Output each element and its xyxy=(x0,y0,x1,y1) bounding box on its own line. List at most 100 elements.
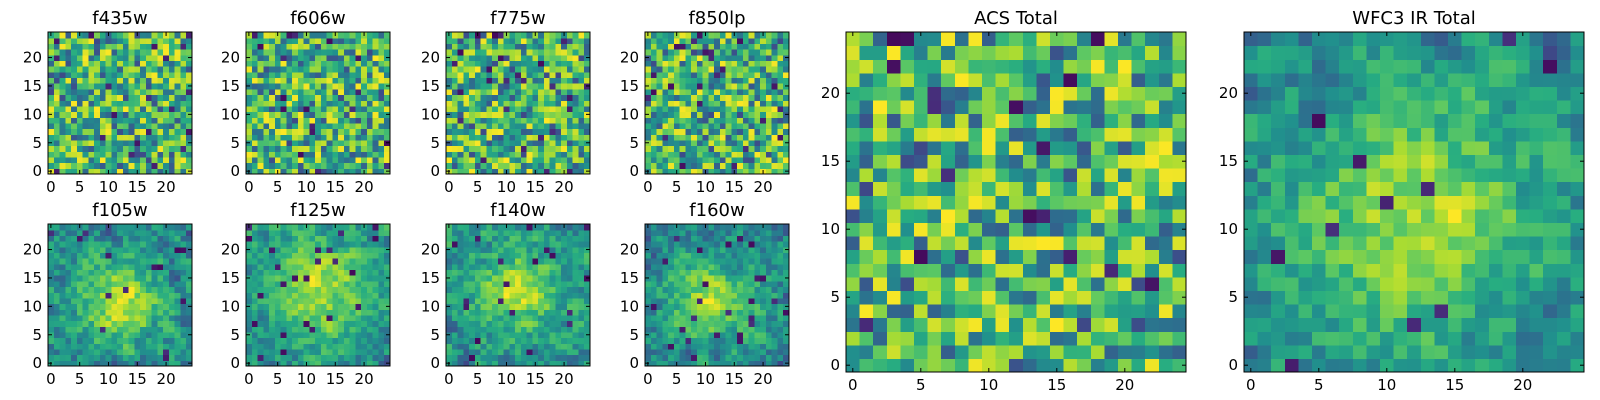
heatmap-cell xyxy=(668,37,675,44)
heatmap-cell xyxy=(555,151,562,158)
heatmap-cell xyxy=(503,252,510,259)
heatmap-cell xyxy=(474,122,482,130)
heatmap-cell xyxy=(572,326,580,333)
heatmap-cell xyxy=(246,134,253,141)
heatmap-cell xyxy=(679,88,686,96)
heatmap-cell xyxy=(584,77,591,84)
heatmap-cell xyxy=(99,258,107,265)
heatmap-cell xyxy=(269,280,276,288)
heatmap-cell xyxy=(332,83,339,90)
heatmap-cell xyxy=(509,252,516,259)
heatmap-cell xyxy=(685,331,692,339)
heatmap-cell xyxy=(111,43,118,50)
heatmap-cell xyxy=(566,66,574,73)
heatmap-cell xyxy=(174,100,182,107)
heatmap-cell xyxy=(303,246,310,253)
heatmap-cell xyxy=(157,297,164,305)
heatmap-cell xyxy=(555,100,562,107)
heatmap-cell xyxy=(303,151,310,158)
heatmap-cell xyxy=(366,156,374,164)
heatmap-cell xyxy=(725,71,732,79)
heatmap-cell xyxy=(497,331,505,339)
heatmap-cell xyxy=(145,280,153,288)
heatmap-cell xyxy=(280,229,287,236)
heatmap-cell xyxy=(180,292,187,299)
heatmap-cell xyxy=(134,151,141,158)
heatmap-cell xyxy=(76,60,84,67)
heatmap-cell xyxy=(257,235,264,242)
heatmap-cell xyxy=(174,151,182,158)
heatmap-cell xyxy=(742,88,750,96)
heatmap-cell xyxy=(497,100,505,107)
y-tick-label: 0 xyxy=(230,162,240,180)
heatmap-cell xyxy=(549,43,557,50)
heatmap-cell xyxy=(246,297,253,305)
heatmap-cell xyxy=(82,66,89,73)
heatmap-cell xyxy=(719,49,727,56)
heatmap-cell xyxy=(469,348,476,356)
heatmap-cell xyxy=(246,100,253,107)
heatmap-cell xyxy=(59,60,66,67)
heatmap-cell xyxy=(71,54,78,61)
heatmap-cell xyxy=(457,258,464,265)
heatmap-cell xyxy=(372,88,380,96)
heatmap-cell xyxy=(526,337,533,344)
heatmap-cell xyxy=(88,292,95,299)
heatmap-cell xyxy=(168,145,176,152)
heatmap-cell xyxy=(572,105,580,113)
heatmap-cell xyxy=(117,100,124,107)
heatmap-cell xyxy=(469,275,476,282)
heatmap-cell xyxy=(168,83,176,90)
heatmap-cell xyxy=(509,309,516,316)
heatmap-cell xyxy=(555,360,562,367)
heatmap-cell xyxy=(297,303,305,310)
heatmap-cell xyxy=(76,229,84,236)
heatmap-cell xyxy=(122,54,130,61)
heatmap-cell xyxy=(315,246,322,253)
heatmap-cell xyxy=(338,162,345,169)
heatmap-cell xyxy=(662,105,669,113)
heatmap-cell xyxy=(480,54,487,61)
heatmap-cell xyxy=(384,269,391,276)
heatmap-cell xyxy=(509,297,516,305)
heatmap-cell xyxy=(474,83,482,90)
heatmap-cell xyxy=(263,348,270,356)
heatmap-cell xyxy=(111,71,118,79)
heatmap-cell xyxy=(526,37,533,44)
heatmap-cell xyxy=(145,320,153,327)
heatmap-cell xyxy=(457,111,464,118)
heatmap-cell xyxy=(584,229,591,236)
heatmap-cell xyxy=(151,292,159,299)
heatmap-cell xyxy=(451,117,459,124)
heatmap-cell xyxy=(122,280,130,288)
heatmap-cell xyxy=(457,77,464,84)
heatmap-cell xyxy=(656,37,663,44)
heatmap-cell xyxy=(526,229,533,236)
heatmap-cell xyxy=(737,122,744,130)
heatmap-cell xyxy=(668,49,675,56)
heatmap-cell xyxy=(584,252,591,259)
heatmap-cell xyxy=(251,326,259,333)
heatmap-cell xyxy=(269,235,276,242)
heatmap-cell xyxy=(168,134,176,141)
heatmap-cell xyxy=(748,168,756,175)
heatmap-cell xyxy=(111,117,118,124)
heatmap-cell xyxy=(151,309,159,316)
heatmap-cell xyxy=(168,309,176,316)
heatmap-cell xyxy=(332,134,339,141)
heatmap-cell xyxy=(549,337,557,344)
heatmap-cell xyxy=(326,360,333,367)
heatmap-cell xyxy=(708,145,715,152)
heatmap-cell xyxy=(685,326,692,333)
heatmap-cell xyxy=(555,303,562,310)
heatmap-cell xyxy=(526,66,533,73)
heatmap-cell xyxy=(355,122,362,130)
heatmap-cell xyxy=(696,354,704,361)
heatmap-cell xyxy=(246,66,253,73)
heatmap-cell xyxy=(543,100,551,107)
heatmap-cell xyxy=(708,94,715,101)
heatmap-cell xyxy=(538,32,545,39)
heatmap-cell xyxy=(702,83,709,90)
heatmap-cell xyxy=(497,88,505,96)
heatmap-cell xyxy=(111,37,118,44)
